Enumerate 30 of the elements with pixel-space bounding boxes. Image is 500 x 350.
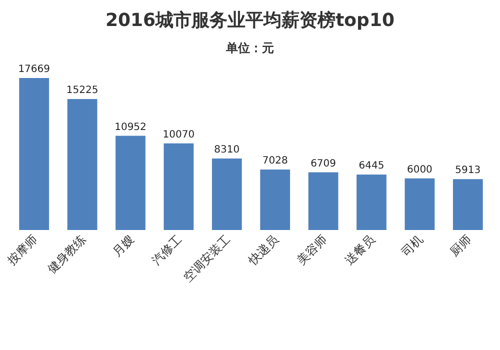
bar — [67, 99, 98, 230]
x-tick-label: 厨师 — [447, 232, 474, 260]
data-label: 5913 — [455, 165, 481, 176]
x-tick-label: 健身教练 — [44, 232, 88, 276]
bar — [164, 143, 194, 230]
x-tick-label: 司机 — [398, 232, 426, 260]
bar — [19, 78, 50, 230]
data-label: 6709 — [310, 158, 336, 170]
x-tick-label: 快递员 — [245, 232, 282, 268]
bar — [452, 179, 483, 230]
x-tick-label: 月嫂 — [110, 232, 137, 260]
bar — [212, 158, 242, 230]
data-label: 6000 — [406, 164, 432, 176]
bar — [308, 172, 338, 230]
chart-subtitle: 单位：元 — [225, 41, 274, 55]
data-label: 10070 — [162, 129, 195, 140]
bar — [404, 178, 435, 230]
data-label: 15225 — [66, 85, 98, 96]
x-tick-label: 按摩师 — [4, 232, 40, 268]
chart-title: 2016城市服务业平均薪资榜top10 — [105, 10, 395, 31]
data-label: 6445 — [358, 160, 384, 172]
data-label: 7028 — [262, 156, 288, 167]
bar — [116, 136, 146, 230]
x-tick-label: 美容师 — [294, 232, 330, 268]
bar — [260, 170, 290, 230]
data-label: 10952 — [114, 122, 146, 133]
x-tick-label: 送餐员 — [342, 232, 378, 268]
data-label: 17669 — [18, 64, 50, 75]
bar — [356, 174, 386, 230]
data-label: 8310 — [214, 144, 240, 156]
